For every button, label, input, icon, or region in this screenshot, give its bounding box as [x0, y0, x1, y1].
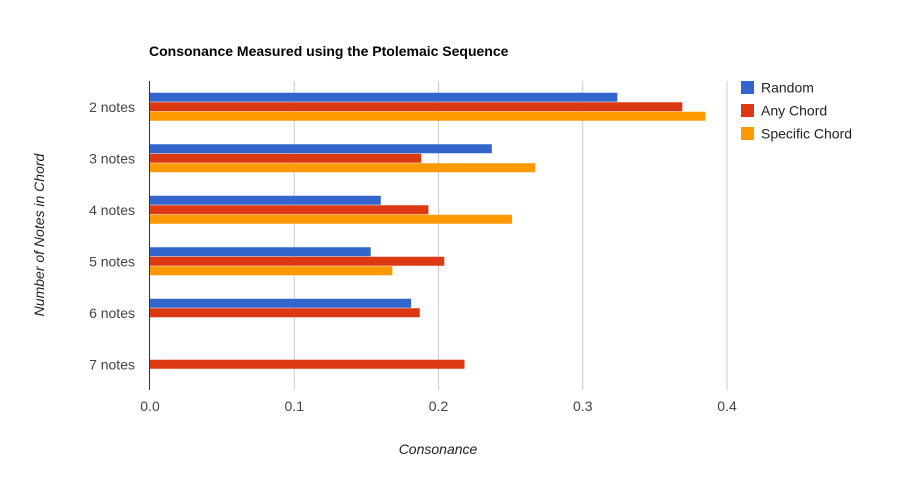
bar-specific-chord — [150, 214, 513, 224]
legend-label: Specific Chord — [761, 126, 852, 142]
bar-random — [150, 195, 381, 205]
x-tick-label: 0.1 — [285, 398, 305, 414]
y-tick-label: 6 notes — [89, 305, 135, 321]
y-tick-label: 2 notes — [89, 99, 135, 115]
legend-label: Any Chord — [761, 103, 827, 119]
y-tick-labels: 2 notes 3 notes 4 notes 5 notes 6 notes 7 not… — [89, 99, 135, 373]
bar-random — [150, 144, 492, 154]
legend-label: Random — [761, 80, 814, 96]
chart-title: Consonance Measured using the Ptolemaic … — [149, 43, 509, 59]
legend-swatch — [741, 81, 754, 94]
bar-any-chord — [150, 308, 420, 318]
y-axis-title: Number of Notes in Chord — [31, 152, 47, 316]
legend-swatch — [741, 104, 754, 117]
bar-random — [150, 92, 618, 102]
y-tick-label: 5 notes — [89, 253, 135, 269]
x-tick-label: 0.0 — [140, 398, 160, 414]
y-tick-label: 4 notes — [89, 202, 135, 218]
bars — [150, 92, 706, 369]
bar-any-chord — [150, 256, 445, 266]
y-tick-label: 7 notes — [89, 356, 135, 372]
legend: Random Any Chord Specific Chord — [741, 80, 852, 142]
bar-any-chord — [150, 205, 429, 215]
x-tick-label: 0.2 — [429, 398, 449, 414]
bar-any-chord — [150, 153, 422, 163]
bar-specific-chord — [150, 111, 706, 121]
bar-specific-chord — [150, 163, 536, 173]
bar-specific-chord — [150, 266, 393, 276]
legend-swatch — [741, 127, 754, 140]
bar-any-chord — [150, 359, 465, 369]
x-tick-label: 0.3 — [573, 398, 593, 414]
x-tick-label: 0.4 — [717, 398, 737, 414]
y-tick-label: 3 notes — [89, 150, 135, 166]
bar-random — [150, 247, 371, 257]
gridlines — [293, 81, 728, 390]
bar-any-chord — [150, 102, 683, 112]
bar-random — [150, 298, 412, 308]
x-axis-title: Consonance — [399, 441, 478, 457]
x-tick-labels: 0.0 0.1 0.2 0.3 0.4 — [140, 398, 737, 414]
